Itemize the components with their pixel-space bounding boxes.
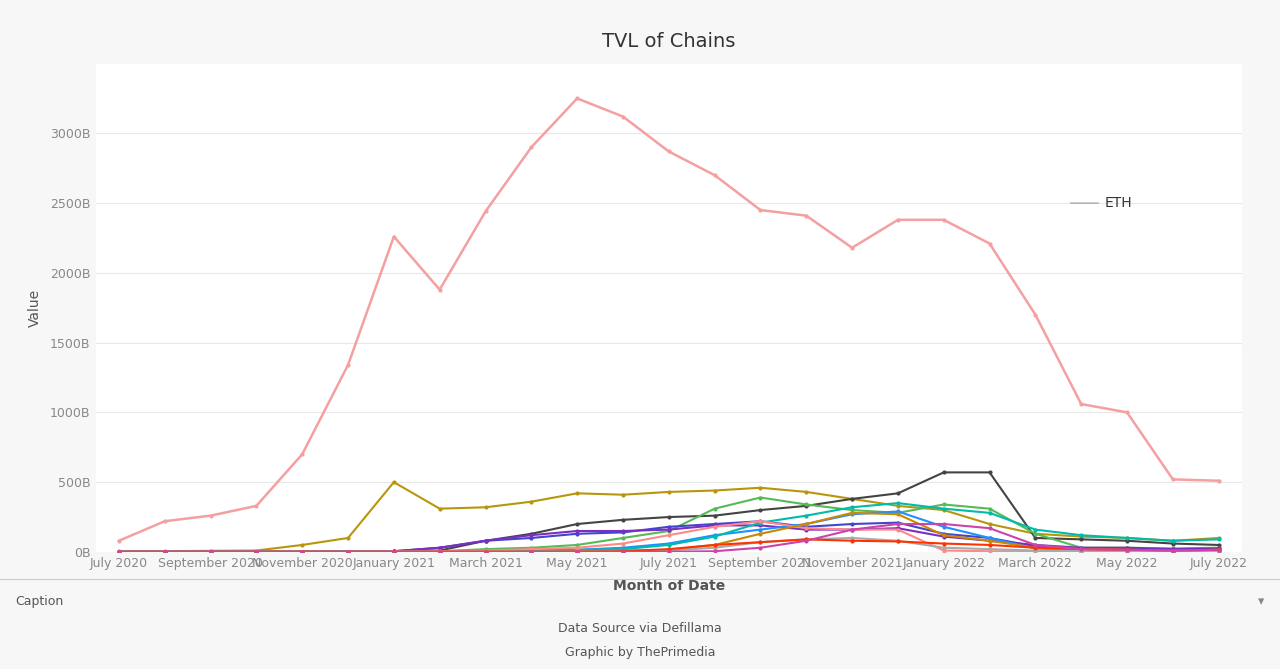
Text: Graphic by ThePrimedia: Graphic by ThePrimedia bbox=[564, 646, 716, 659]
X-axis label: Month of Date: Month of Date bbox=[613, 579, 724, 593]
Y-axis label: Value: Value bbox=[28, 289, 42, 326]
Title: TVL of Chains: TVL of Chains bbox=[602, 32, 736, 51]
Text: ▾: ▾ bbox=[1258, 595, 1265, 608]
Text: ETH: ETH bbox=[1070, 196, 1132, 210]
Text: Caption: Caption bbox=[15, 595, 64, 608]
Text: Data Source via Defillama: Data Source via Defillama bbox=[558, 622, 722, 635]
